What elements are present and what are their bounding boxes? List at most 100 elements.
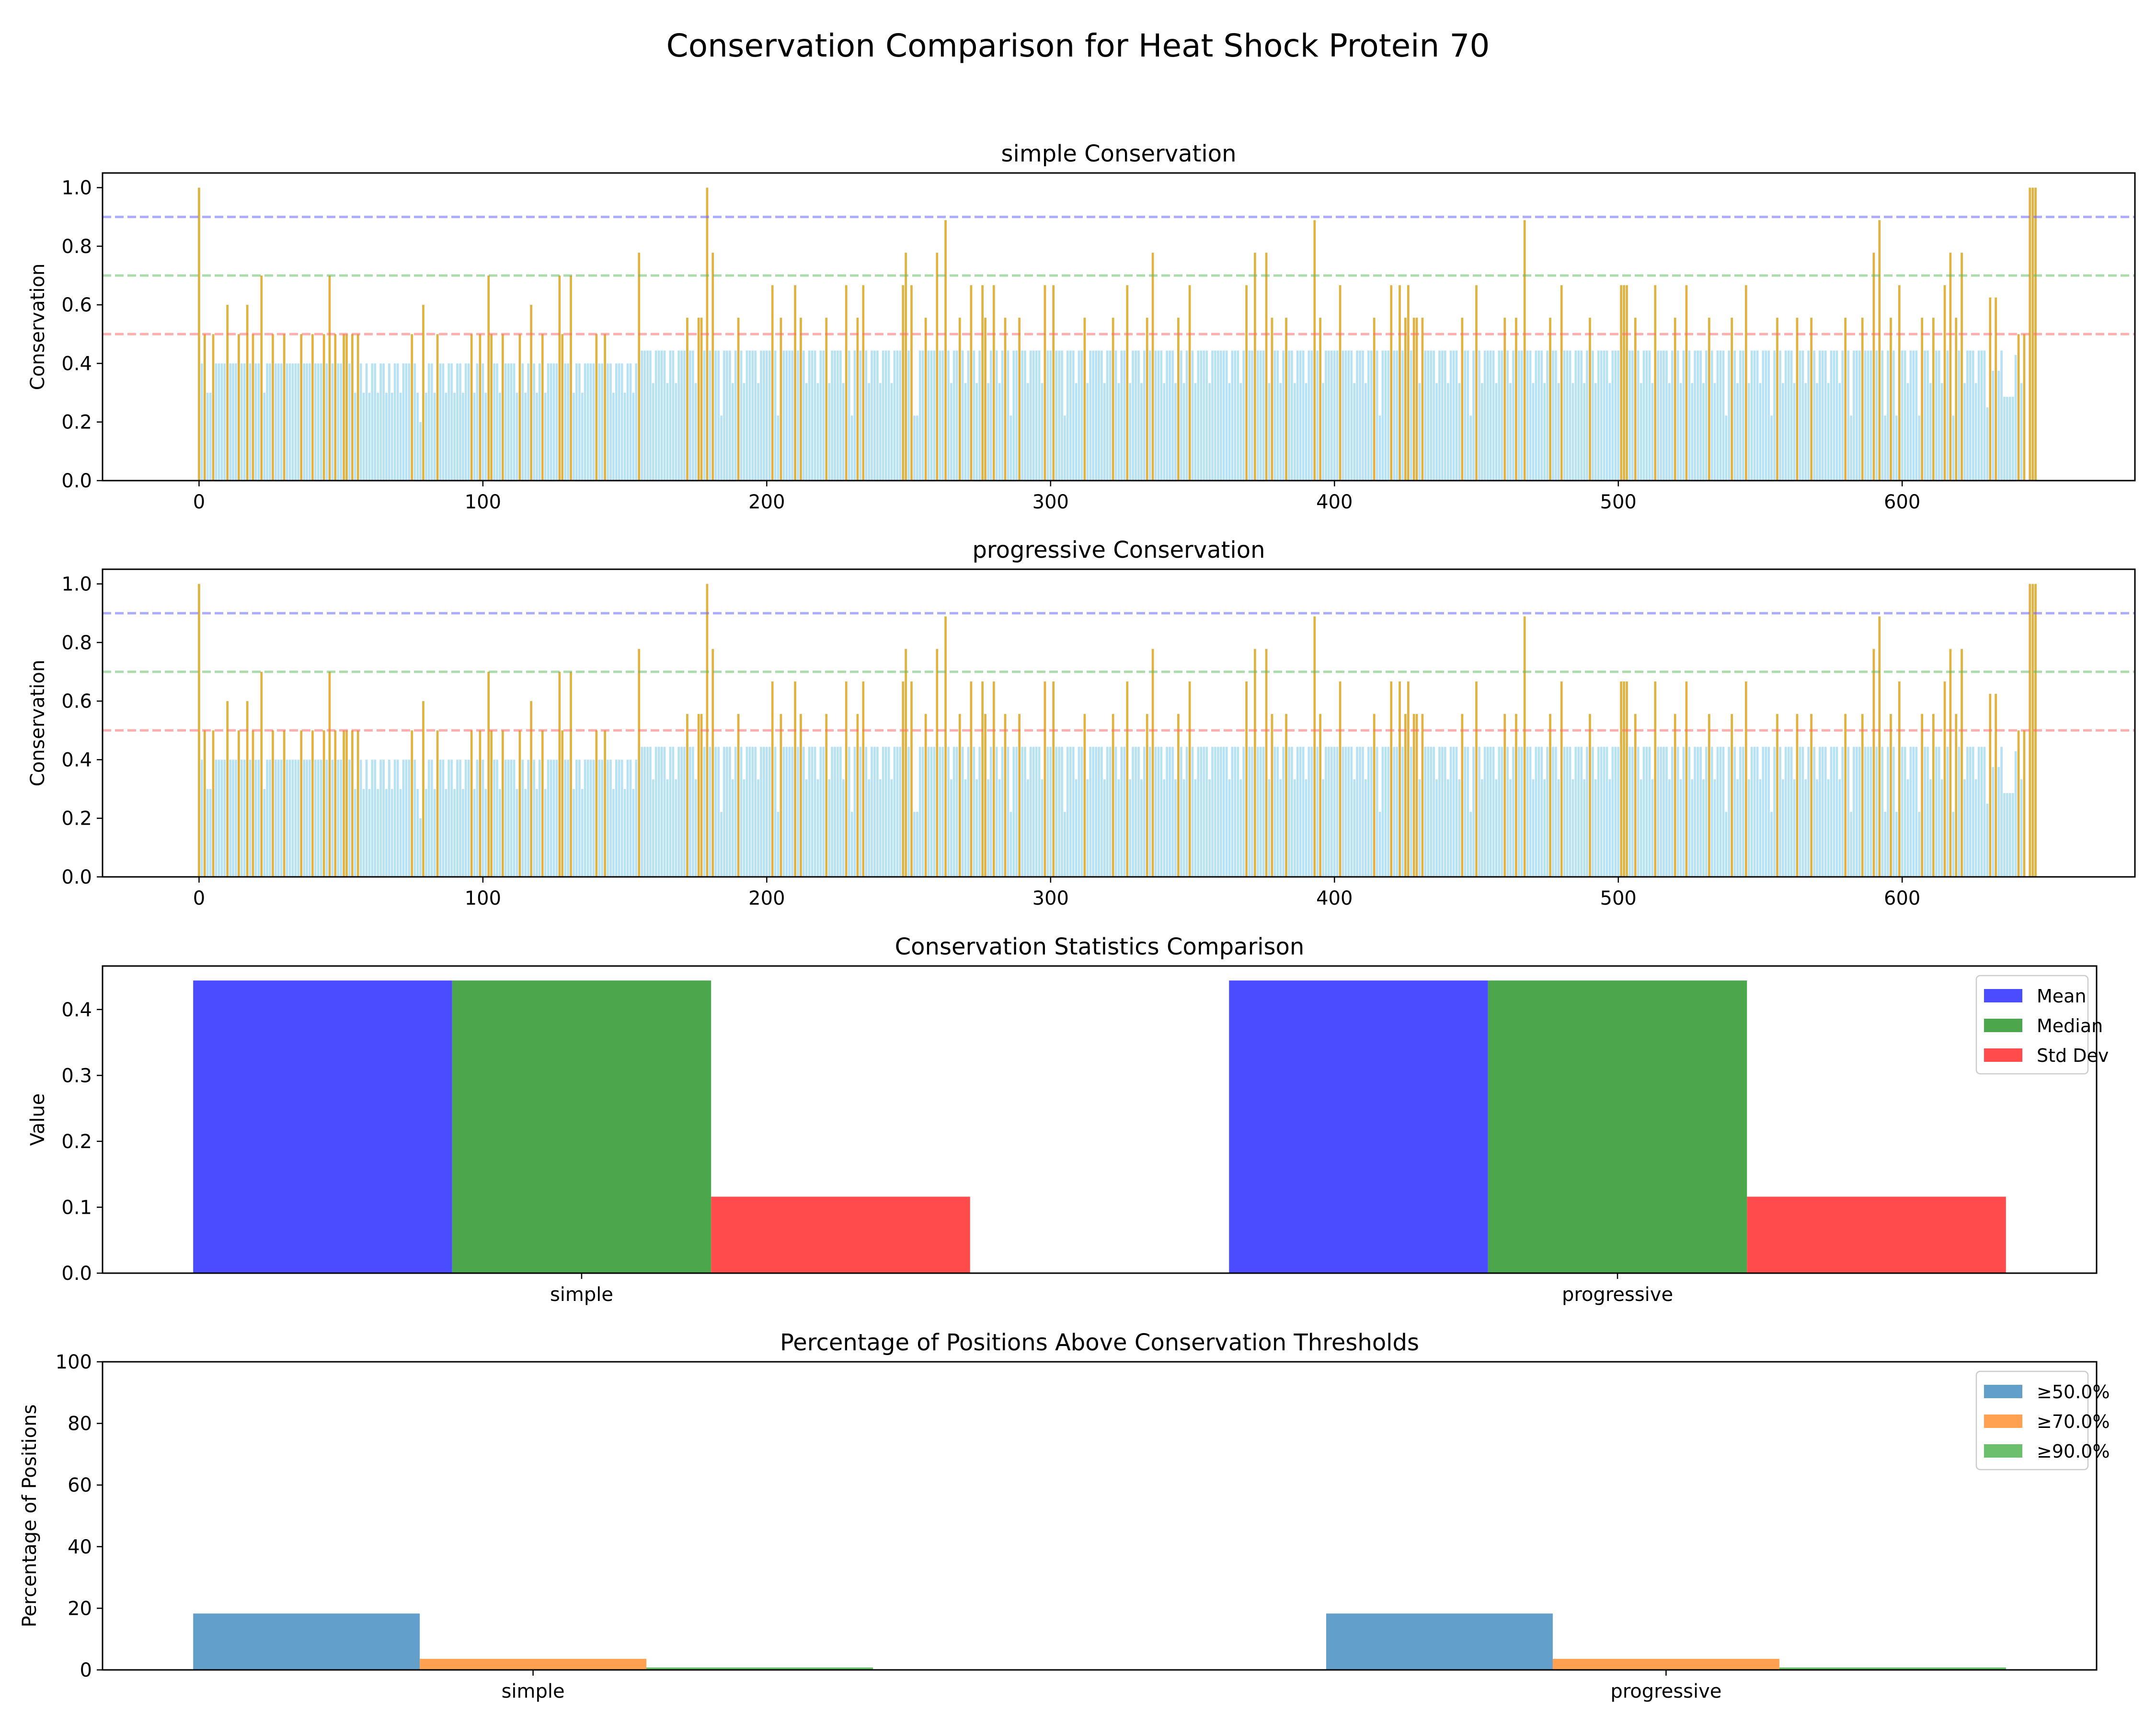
y-tick-label: 0.6 bbox=[61, 294, 92, 316]
conservation-bar bbox=[473, 392, 476, 481]
conservation-bar bbox=[1799, 350, 1801, 481]
high-conservation-bar bbox=[570, 672, 572, 877]
conservation-bar bbox=[1132, 350, 1134, 481]
high-conservation-bar bbox=[1319, 714, 1322, 877]
conservation-bar bbox=[1169, 747, 1171, 877]
conservation-bar bbox=[1489, 747, 1492, 877]
high-conservation-bar bbox=[711, 253, 714, 481]
conservation-bar bbox=[757, 779, 759, 877]
high-conservation-bar bbox=[595, 334, 598, 481]
conservation-bar bbox=[731, 383, 734, 481]
conservation-bar bbox=[1597, 350, 1600, 481]
conservation-bar bbox=[1813, 350, 1815, 481]
legend-label-std-dev: Std Dev bbox=[2037, 1045, 2109, 1066]
conservation-bar bbox=[2011, 397, 2014, 481]
conservation-bar bbox=[1171, 747, 1174, 877]
high-conservation-bar bbox=[794, 681, 796, 877]
high-conservation-bar bbox=[1503, 318, 1506, 481]
conservation-bar bbox=[1600, 350, 1603, 481]
conservation-bar bbox=[1756, 350, 1759, 481]
conservation-bar bbox=[1282, 747, 1284, 877]
conservation-bar bbox=[232, 759, 234, 877]
conservation-bar bbox=[1617, 747, 1620, 877]
conservation-bar bbox=[1841, 350, 1844, 481]
conservation-bar bbox=[907, 350, 910, 481]
conservation-bar bbox=[1120, 747, 1123, 877]
conservation-bar bbox=[589, 759, 592, 877]
conservation-bar bbox=[1552, 350, 1554, 481]
high-conservation-bar bbox=[1421, 714, 1424, 877]
conservation-bar bbox=[822, 350, 825, 481]
conservation-bar bbox=[669, 350, 672, 481]
high-conservation-bar bbox=[902, 681, 905, 877]
conservation-bar bbox=[1293, 383, 1296, 481]
conservation-bar bbox=[275, 759, 277, 877]
conservation-bar bbox=[291, 759, 294, 877]
conservation-bar bbox=[1180, 747, 1182, 877]
conservation-bar bbox=[612, 392, 615, 481]
conservation-bar bbox=[419, 818, 422, 877]
conservation-bar bbox=[1892, 350, 1895, 481]
conservation-bar bbox=[1983, 747, 1986, 877]
conservation-bar bbox=[598, 363, 601, 481]
conservation-bar bbox=[1574, 747, 1577, 877]
high-conservation-bar bbox=[1961, 253, 1963, 481]
conservation-bar bbox=[1918, 415, 1921, 481]
conservation-bar bbox=[1029, 350, 1032, 481]
conservation-bar bbox=[921, 747, 924, 877]
high-conservation-bar bbox=[1188, 681, 1191, 877]
conservation-bar bbox=[788, 747, 791, 877]
high-conservation-bar bbox=[1146, 714, 1148, 877]
conservation-bar bbox=[1940, 383, 1943, 481]
conservation-bar bbox=[215, 759, 218, 877]
conservation-bar bbox=[1157, 350, 1160, 481]
conservation-bar bbox=[791, 350, 794, 481]
high-conservation-bar bbox=[1373, 714, 1376, 877]
high-conservation-bar bbox=[1708, 714, 1710, 877]
conservation-bar bbox=[947, 350, 950, 481]
high-conservation-bar bbox=[2029, 187, 2031, 481]
conservation-bar bbox=[510, 363, 513, 481]
conservation-bar bbox=[399, 392, 402, 481]
bar-mean-progressive bbox=[1229, 980, 1488, 1273]
conservation-bar bbox=[1095, 350, 1097, 481]
conservation-bar bbox=[1617, 350, 1620, 481]
high-conservation-bar bbox=[518, 730, 521, 877]
conservation-bar bbox=[941, 350, 944, 481]
conservation-bar bbox=[1353, 383, 1356, 481]
conservation-bar bbox=[1540, 747, 1543, 877]
conservation-bar bbox=[1517, 747, 1520, 877]
conservation-bar bbox=[1594, 779, 1597, 877]
conservation-bar bbox=[1736, 779, 1739, 877]
conservation-bar bbox=[1864, 350, 1867, 481]
conservation-bar bbox=[623, 789, 626, 877]
conservation-bar bbox=[1123, 350, 1126, 481]
conservation-bar bbox=[254, 759, 257, 877]
conservation-bar bbox=[257, 363, 260, 481]
conservation-bar bbox=[1688, 350, 1691, 481]
conservation-bar bbox=[589, 363, 592, 481]
conservation-bar bbox=[1049, 747, 1052, 877]
conservation-bar bbox=[1021, 350, 1023, 481]
conservation-bar bbox=[1106, 350, 1109, 481]
conservation-bar bbox=[1214, 747, 1216, 877]
conservation-bar bbox=[720, 812, 722, 877]
conservation-bar bbox=[209, 789, 212, 877]
conservation-bar bbox=[1234, 350, 1237, 481]
conservation-bar bbox=[459, 759, 461, 877]
conservation-bar bbox=[459, 363, 461, 481]
high-conservation-bar bbox=[1319, 318, 1322, 481]
conservation-bar bbox=[1520, 747, 1523, 877]
axes-frame bbox=[102, 568, 2136, 878]
conservation-bar bbox=[1242, 350, 1245, 481]
conservation-bar bbox=[1935, 747, 1938, 877]
x-tick-label: 0 bbox=[193, 887, 205, 909]
conservation-bar bbox=[1160, 350, 1163, 481]
conservation-bar bbox=[1506, 350, 1509, 481]
conservation-bar bbox=[1064, 415, 1066, 481]
x-tick-label: 400 bbox=[1316, 887, 1353, 909]
conservation-bar bbox=[1293, 779, 1296, 877]
conservation-bar bbox=[1191, 747, 1194, 877]
conservation-bar bbox=[1106, 747, 1109, 877]
conservation-bar bbox=[1378, 812, 1381, 877]
